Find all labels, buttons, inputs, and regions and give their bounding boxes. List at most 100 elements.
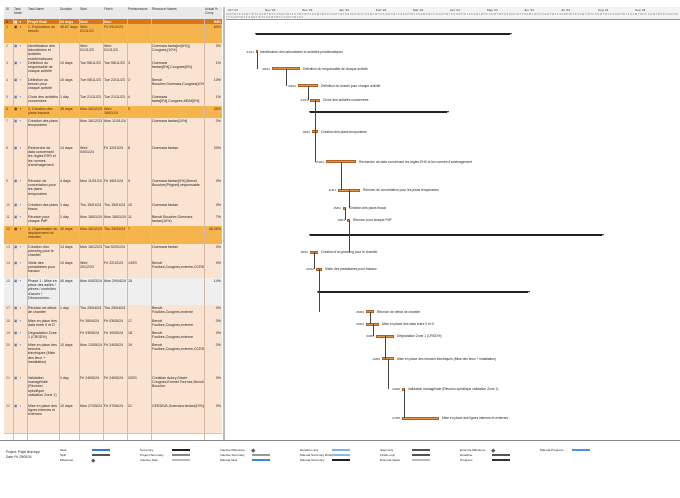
cell-start[interactable]: Fri 24/05/24 xyxy=(80,376,100,380)
cell-pred[interactable]: 5 xyxy=(128,107,130,111)
cell-finish[interactable]: Fri 12/01/24 xyxy=(104,146,124,150)
cell-id[interactable]: 21 xyxy=(6,376,10,380)
cell-name[interactable]: 1. Exploration du besoin xyxy=(28,25,55,34)
cell-name[interactable]: Dégradation Zone 1 (CRSD%) xyxy=(28,331,57,340)
task-row[interactable]: 13 ▣ ⇢ Création d'un planning pour le chan… xyxy=(4,244,222,261)
cell-id[interactable]: 2 xyxy=(6,44,8,48)
column-divider[interactable] xyxy=(127,19,128,440)
cell-start[interactable]: Tue 08/11/23 xyxy=(80,61,101,65)
cell-pred[interactable]: 11 xyxy=(128,215,132,219)
cell-id[interactable]: 11 xyxy=(6,215,10,219)
cell-start[interactable]: Tue 08/11/23 xyxy=(80,78,101,82)
cell-start[interactable]: Mon 18/12/23 xyxy=(80,227,102,231)
task-row[interactable]: 8 ▣ ⇢ Recherche de data concernant les règ… xyxy=(4,145,222,179)
task-row[interactable]: 7 ▣ ⇢ Création des plans temporaires Mon 18… xyxy=(4,118,222,146)
task-row[interactable]: 22 ▣ ⇢ Mise en place des lignes internes e… xyxy=(4,403,222,434)
cell-pred[interactable]: 4 xyxy=(128,95,130,99)
cell-pc[interactable]: 0% xyxy=(215,179,221,183)
cell-start[interactable]: Thu 15/01/24 xyxy=(80,203,102,207)
cell-pc[interactable]: 7% xyxy=(215,215,221,219)
task-row[interactable]: 5 ▣ ⇢ Choix des activités concernées 1 day T… xyxy=(4,94,222,107)
cell-pc[interactable]: 0% xyxy=(215,343,221,347)
cell-id[interactable]: 5 xyxy=(6,95,8,99)
cell-name[interactable]: Projet final xyxy=(28,20,47,24)
cell-dur[interactable]: 1 day xyxy=(60,95,69,99)
cell-id[interactable]: 22 xyxy=(6,404,10,408)
cell-res[interactable]: Benoit Foulkes,Cougnes,externe xyxy=(152,331,193,340)
task-row[interactable]: 21 ▣ ⇢ Validation managériale (Réunion spé… xyxy=(4,375,222,404)
cell-dur[interactable]: 10 days xyxy=(60,78,73,82)
cell-name[interactable]: Choix des activités concernées xyxy=(28,95,58,104)
cell-pc[interactable]: 1% xyxy=(215,61,221,65)
cell-start[interactable]: Wed 01/11/23 xyxy=(80,20,88,24)
col-mode-header[interactable]: Task Mode xyxy=(14,7,22,15)
cell-dur[interactable]: 14 days xyxy=(60,146,73,150)
cell-start[interactable]: Mon 18/01/24 xyxy=(80,215,102,219)
col-resources-header[interactable]: Resource Names xyxy=(152,7,177,11)
cell-dur[interactable]: 35 days xyxy=(60,107,73,111)
cell-start[interactable]: Mon 18/12/23 xyxy=(80,245,102,249)
cell-start[interactable]: Wed 20/12/23 xyxy=(80,261,94,270)
cell-pred[interactable]: 9 xyxy=(128,179,130,183)
cell-res[interactable]: Benoit Foulkes,Cougnes,externe,CCRD(%),e… xyxy=(152,343,204,352)
cell-dur[interactable]: 1 day xyxy=(60,376,69,380)
cell-start[interactable]: Mon 11/01/24 xyxy=(80,179,102,183)
cell-id[interactable]: 17 xyxy=(6,306,10,310)
cell-dur[interactable]: 10 days xyxy=(60,261,73,265)
cell-name[interactable]: Visite des prestataires pour travaux xyxy=(28,261,55,274)
cell-start[interactable]: Fri 26/04/24 xyxy=(80,319,100,323)
cell-name[interactable]: Réunion de concertation pour les plans t… xyxy=(28,179,56,196)
cell-pc[interactable]: 0% xyxy=(215,261,221,265)
cell-id[interactable]: 4 xyxy=(6,78,8,82)
summary-row[interactable]: 12 ▣ ⇢ 3. Organisation du déplacement du c… xyxy=(4,226,222,245)
cell-dur[interactable]: 1 day xyxy=(60,215,69,219)
task-row[interactable]: 17 ▣ ⇢ Réunion de début de chantier 1 day Th… xyxy=(4,305,222,319)
cell-pc[interactable]: 55% xyxy=(213,107,221,111)
summary-bar[interactable] xyxy=(308,111,449,113)
cell-pc[interactable]: 0% xyxy=(215,404,221,408)
cell-start[interactable]: Fri 03/05/24 xyxy=(80,331,100,335)
cell-name[interactable]: Validation managériale (Réunion spécifiq… xyxy=(28,376,57,397)
cell-name[interactable]: Recherche de data concernant les règles … xyxy=(28,146,56,167)
cell-res[interactable]: Benoit Foulkes,Cougnes,externe xyxy=(152,319,193,328)
cell-name[interactable]: Mise en place des lignes internes et ext… xyxy=(28,404,57,417)
cell-name[interactable]: Phase 1 : Mise en place des salles / piè… xyxy=(28,279,57,300)
cell-pred[interactable]: 19 xyxy=(128,343,132,347)
cell-pc[interactable]: 0% xyxy=(215,44,221,48)
cell-pc[interactable]: 0% xyxy=(215,306,221,310)
cell-finish[interactable]: Tue 02/01/24 xyxy=(104,245,126,249)
col-finish-header[interactable]: Finish xyxy=(104,7,113,11)
cell-name[interactable]: 2. Création des plans travaux xyxy=(28,107,53,116)
cell-res[interactable]: Benoit Boucher,Guemara fantan(10%) xyxy=(152,215,193,224)
cell-name[interactable]: Définition du besoin pour chaque activit… xyxy=(28,78,52,91)
cell-finish[interactable]: Fri 07/06/24 xyxy=(104,404,124,408)
cell-dur[interactable]: 45.67 days xyxy=(60,25,78,29)
cell-dur[interactable]: 1 day xyxy=(60,203,69,207)
cell-res[interactable]: CERDIVA,Guemara fantan[10%] xyxy=(152,404,204,408)
cell-finish[interactable]: Mon 11/06/23 xyxy=(104,20,112,24)
cell-pred[interactable]: 10 xyxy=(128,203,132,207)
task-row[interactable]: 20 ▣ ⇢ Mise en place des besoins électriqu… xyxy=(4,342,222,376)
cell-pred[interactable]: 21 xyxy=(128,404,132,408)
cell-res[interactable]: Guemara fantan[5%],Cougnes[5%] xyxy=(152,61,192,70)
summary-row[interactable]: 1 ▣ ⇢ 1. Exploration du besoin 45.67 days We… xyxy=(4,24,222,44)
cell-pc[interactable]: 48.36% xyxy=(208,227,221,231)
cell-pc[interactable]: 54% xyxy=(213,20,221,24)
column-divider[interactable] xyxy=(13,19,14,440)
cell-name[interactable]: Mise en place des data entre 0 et D xyxy=(28,319,57,328)
cell-pc[interactable]: 60% xyxy=(213,25,221,29)
cell-res[interactable]: Guemara fantan xyxy=(152,146,178,150)
task-row[interactable]: 2 ▣ ⇢ Identification des laboratoires et a… xyxy=(4,43,222,61)
cell-dur[interactable]: 40 days xyxy=(60,279,73,283)
cell-start[interactable]: Mon 18/12/23 xyxy=(80,107,102,111)
cell-finish[interactable]: Mon 11/01/24 xyxy=(104,119,126,123)
cell-finish[interactable]: Fri 03/05/24 xyxy=(104,319,124,323)
cell-pc[interactable]: 0% xyxy=(215,319,221,323)
col-name-header[interactable]: Task Name xyxy=(28,7,44,11)
cell-name[interactable]: Définition du responsable de chaque acti… xyxy=(28,61,53,74)
col-id-header[interactable]: ID xyxy=(6,7,10,11)
cell-pred[interactable]: 7 xyxy=(128,227,130,231)
cell-id[interactable]: 0 xyxy=(6,20,8,24)
cell-pred[interactable]: 20SS xyxy=(128,376,137,380)
cell-id[interactable]: 12 xyxy=(6,227,10,231)
